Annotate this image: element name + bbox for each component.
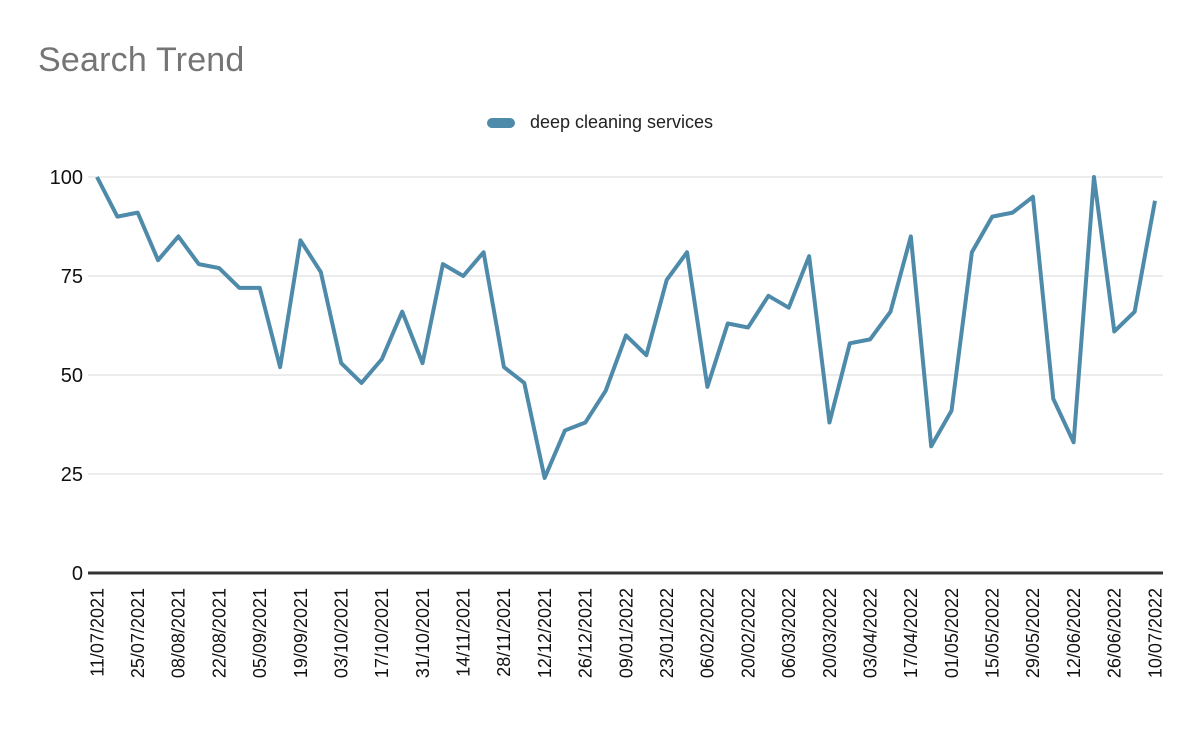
x-tick-label: 17/04/2022 xyxy=(901,588,921,678)
y-tick-label: 50 xyxy=(61,365,83,387)
x-tick-label: 14/11/2021 xyxy=(454,588,474,677)
x-tick-label: 01/05/2022 xyxy=(942,588,962,678)
x-tick-label: 22/08/2021 xyxy=(209,588,229,678)
x-tick-label: 06/03/2022 xyxy=(779,588,799,678)
x-tick-label: 25/07/2021 xyxy=(128,588,148,678)
x-tick-label: 28/11/2021 xyxy=(494,588,514,677)
x-tick-label: 09/01/2022 xyxy=(616,588,636,678)
legend-series-label: deep cleaning services xyxy=(529,112,714,132)
legend-swatch-icon xyxy=(486,117,515,128)
x-tick-label: 03/10/2021 xyxy=(331,588,351,678)
x-tick-label: 12/12/2021 xyxy=(535,588,555,678)
x-tick-label: 03/04/2022 xyxy=(860,588,880,678)
x-tick-label: 10/07/2022 xyxy=(1145,588,1165,678)
x-tick-label: 29/05/2022 xyxy=(1023,588,1043,678)
x-tick-label: 26/06/2022 xyxy=(1105,588,1125,678)
x-tick-label: 17/10/2021 xyxy=(372,588,392,678)
y-tick-label: 25 xyxy=(61,464,83,486)
x-tick-label: 12/06/2022 xyxy=(1064,588,1084,678)
x-tick-label: 20/02/2022 xyxy=(738,588,758,678)
x-tick-label: 23/01/2022 xyxy=(657,588,677,678)
x-tick-label: 06/02/2022 xyxy=(698,588,718,678)
x-tick-label: 15/05/2022 xyxy=(983,588,1003,678)
legend: deep cleaning services xyxy=(0,112,1200,133)
x-tick-label: 31/10/2021 xyxy=(413,588,433,678)
x-tick-label: 26/12/2021 xyxy=(576,588,596,678)
x-tick-label: 11/07/2021 xyxy=(87,588,107,677)
chart-title: Search Trend xyxy=(38,41,245,79)
y-tick-label: 75 xyxy=(61,266,83,288)
x-tick-label: 05/09/2021 xyxy=(250,588,270,678)
y-tick-label: 0 xyxy=(72,563,83,585)
x-tick-label: 08/08/2021 xyxy=(169,588,189,678)
x-tick-label: 20/03/2022 xyxy=(820,588,840,678)
trend-line-deep-cleaning-services xyxy=(95,175,1157,480)
y-tick-label: 100 xyxy=(50,167,83,189)
x-tick-label: 19/09/2021 xyxy=(291,588,311,678)
